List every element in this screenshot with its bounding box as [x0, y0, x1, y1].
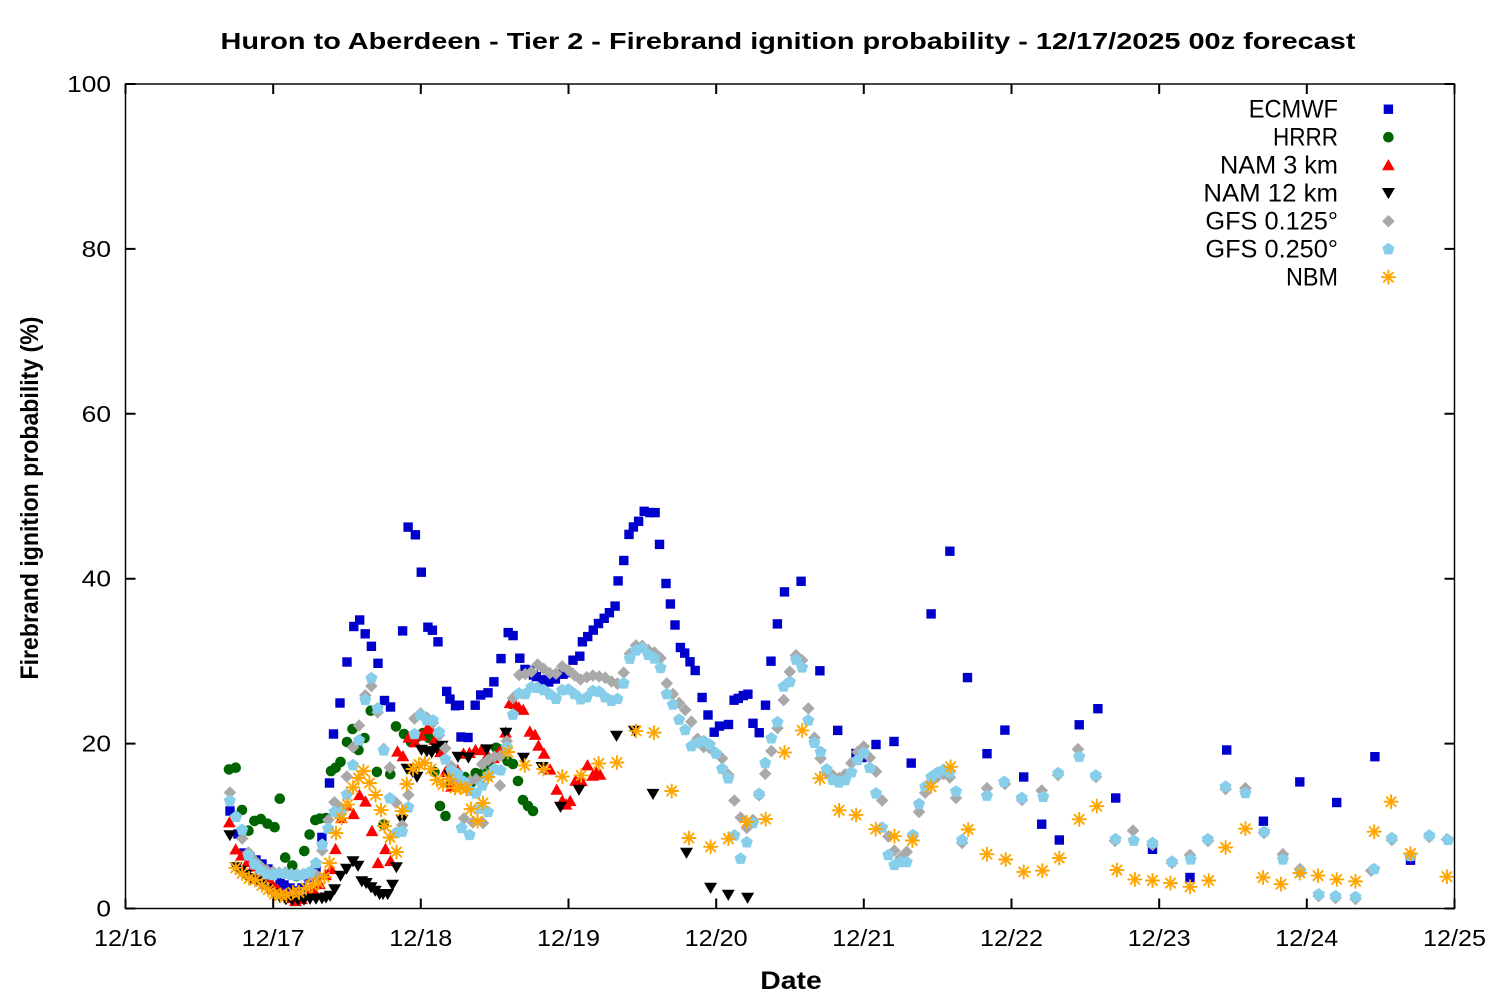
- svg-text:12/16: 12/16: [94, 925, 157, 951]
- svg-text:GFS 0.250°: GFS 0.250°: [1205, 236, 1338, 264]
- svg-text:20: 20: [82, 731, 111, 757]
- svg-text:12/19: 12/19: [537, 925, 600, 951]
- svg-text:60: 60: [82, 401, 111, 427]
- svg-text:NAM 12 km: NAM 12 km: [1203, 180, 1338, 208]
- svg-text:12/25: 12/25: [1423, 925, 1486, 951]
- svg-text:GFS 0.125°: GFS 0.125°: [1205, 208, 1338, 236]
- svg-text:Firebrand ignition probability: Firebrand ignition probability (%): [16, 317, 44, 680]
- svg-text:ECMWF: ECMWF: [1249, 96, 1338, 124]
- svg-text:NBM: NBM: [1286, 264, 1338, 292]
- svg-text:12/22: 12/22: [980, 925, 1043, 951]
- svg-text:12/24: 12/24: [1275, 925, 1338, 951]
- svg-text:Huron to Aberdeen - Tier 2 - F: Huron to Aberdeen - Tier 2 - Firebrand i…: [221, 28, 1356, 54]
- svg-text:40: 40: [82, 566, 111, 592]
- svg-text:12/18: 12/18: [389, 925, 452, 951]
- svg-text:NAM 3 km: NAM 3 km: [1220, 152, 1338, 180]
- svg-text:12/23: 12/23: [1128, 925, 1191, 951]
- svg-text:Date: Date: [760, 967, 822, 995]
- svg-text:12/17: 12/17: [242, 925, 305, 951]
- svg-text:80: 80: [82, 236, 111, 262]
- svg-text:HRRR: HRRR: [1273, 124, 1338, 152]
- svg-text:12/20: 12/20: [685, 925, 748, 951]
- svg-text:0: 0: [96, 896, 111, 922]
- svg-text:100: 100: [67, 71, 111, 97]
- svg-text:12/21: 12/21: [832, 925, 895, 951]
